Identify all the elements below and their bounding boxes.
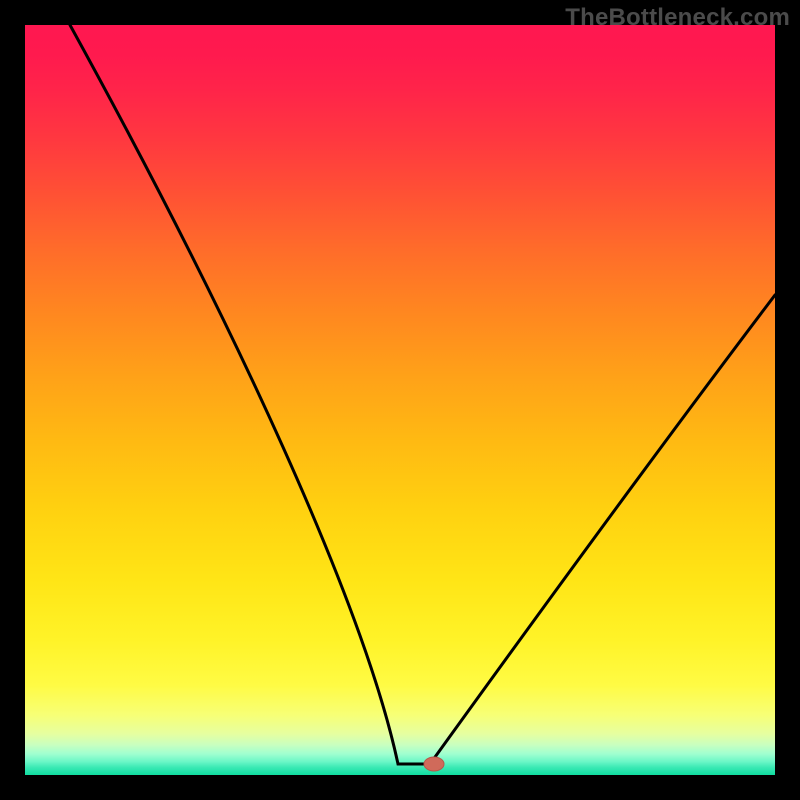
optimum-marker: [424, 757, 444, 771]
gradient-background: [25, 25, 775, 775]
bottleneck-chart: [0, 0, 800, 800]
figure-root: TheBottleneck.com: [0, 0, 800, 800]
watermark-label: TheBottleneck.com: [565, 4, 790, 32]
